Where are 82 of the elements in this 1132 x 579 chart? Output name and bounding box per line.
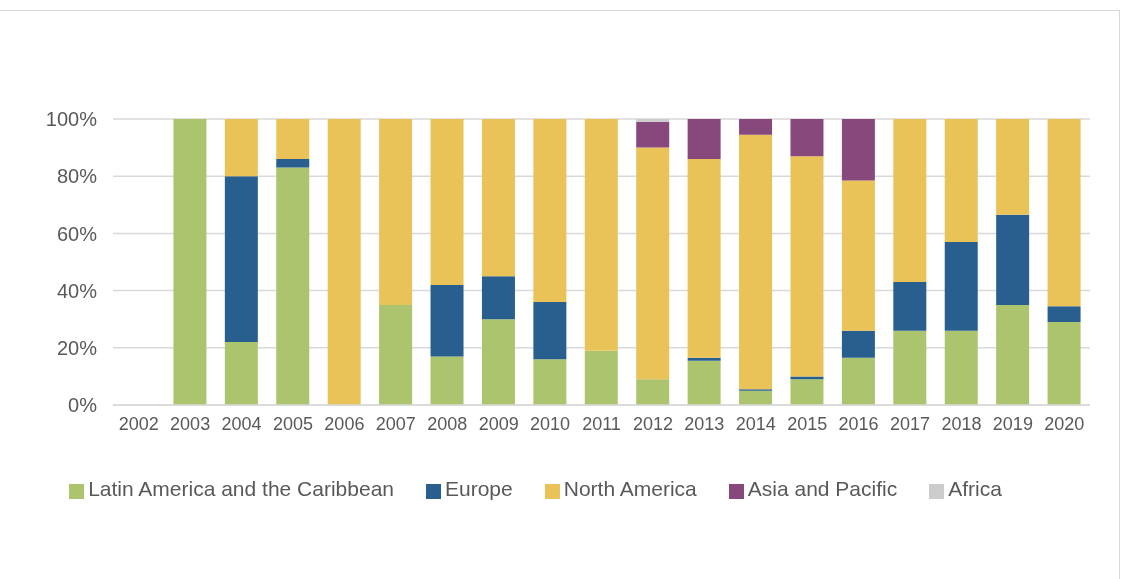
bar <box>739 119 773 135</box>
x-tick-label: 2011 <box>582 413 621 434</box>
bar <box>481 119 515 277</box>
bar <box>584 119 618 351</box>
bar <box>430 284 464 357</box>
bar <box>636 119 670 122</box>
bar <box>481 276 515 320</box>
x-tick-label: 2010 <box>530 413 571 434</box>
x-tick-label: 2018 <box>941 413 982 434</box>
bar <box>379 304 413 405</box>
bar <box>739 390 773 405</box>
x-tick-label: 2020 <box>1044 413 1085 434</box>
bar <box>944 241 978 331</box>
x-tick-label: 2007 <box>375 413 416 434</box>
bar <box>224 342 258 405</box>
bar <box>173 119 207 405</box>
bar <box>790 119 824 157</box>
x-tick-label: 2003 <box>170 413 211 434</box>
bar <box>1047 306 1081 323</box>
bar <box>893 330 927 405</box>
y-tick-label: 20% <box>56 336 98 359</box>
bar <box>1047 322 1081 405</box>
bar <box>224 119 258 177</box>
bar <box>636 147 670 380</box>
bar <box>430 356 464 405</box>
x-tick-label: 2002 <box>118 413 159 434</box>
bar <box>893 282 927 331</box>
bar <box>944 119 978 242</box>
legend-label: Africa <box>948 477 1002 500</box>
bar <box>996 304 1030 405</box>
bar <box>739 134 773 390</box>
bar <box>481 319 515 405</box>
bar <box>687 119 721 160</box>
y-tick-label: 60% <box>56 222 98 245</box>
bar <box>379 119 413 305</box>
bar <box>893 119 927 283</box>
y-tick-label: 40% <box>56 279 98 302</box>
bar <box>430 119 464 285</box>
bar <box>533 302 567 360</box>
bar <box>1047 119 1081 307</box>
bar <box>276 159 310 168</box>
legend-label: Europe <box>445 477 513 500</box>
bar <box>996 119 1030 215</box>
bar <box>790 376 824 380</box>
bar <box>533 359 567 405</box>
y-tick-label: 0% <box>68 394 98 417</box>
bar <box>687 360 721 405</box>
x-tick-label: 2019 <box>992 413 1033 434</box>
bar <box>996 214 1030 305</box>
y-tick-label: 80% <box>56 165 98 188</box>
bar <box>276 167 310 405</box>
bar <box>224 176 258 343</box>
x-tick-label: 2009 <box>478 413 519 434</box>
bar <box>841 357 875 405</box>
legend-label: Latin America and the Caribbean <box>88 477 394 500</box>
bar <box>687 159 721 358</box>
x-tick-label: 2008 <box>427 413 468 434</box>
bar <box>636 121 670 148</box>
y-tick-label: 100% <box>45 108 98 131</box>
x-tick-label: 2005 <box>272 413 313 434</box>
bar <box>841 119 875 181</box>
x-tick-label: 2012 <box>632 413 673 434</box>
bar <box>790 156 824 377</box>
bar <box>790 379 824 405</box>
bar <box>636 379 670 405</box>
x-tick-label: 2013 <box>684 413 725 434</box>
x-tick-label: 2015 <box>787 413 828 434</box>
bar <box>687 357 721 361</box>
x-tick-label: 2016 <box>838 413 879 434</box>
x-tick-label: 2006 <box>324 413 365 434</box>
legend-label: North America <box>563 477 697 500</box>
bar <box>533 119 567 303</box>
legend-label: Asia and Pacific <box>747 477 898 500</box>
x-tick-label: 2014 <box>735 413 776 434</box>
bar <box>944 330 978 405</box>
bar <box>584 350 618 405</box>
x-tick-label: 2004 <box>221 413 262 434</box>
x-tick-label: 2017 <box>890 413 931 434</box>
bar <box>327 119 361 405</box>
bar <box>841 180 875 331</box>
bar <box>276 119 310 160</box>
bar <box>841 330 875 358</box>
